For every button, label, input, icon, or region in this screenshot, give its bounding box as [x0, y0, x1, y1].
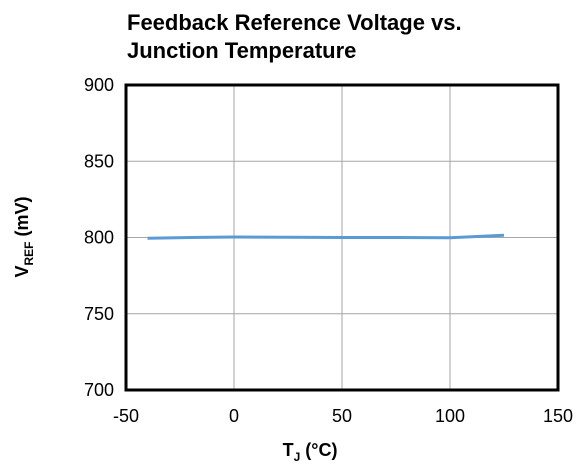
x-axis-label-sub: J — [294, 450, 301, 464]
x-axis-label-rest: (°C) — [300, 440, 337, 460]
data-line — [147, 233, 505, 240]
chart-title-line: Feedback Reference Voltage vs. — [127, 10, 462, 35]
x-tick-label: 50 — [332, 406, 352, 426]
x-tick-label: -50 — [113, 406, 139, 426]
y-tick-label: 800 — [84, 228, 114, 248]
x-tick-label: 0 — [229, 406, 239, 426]
x-axis-label: TJ (°C) — [283, 440, 338, 464]
x-tick-label: 150 — [543, 406, 573, 426]
plot-border — [124, 83, 560, 392]
y-axis-label-main: V — [12, 265, 32, 277]
y-axis-label-sub: REF — [22, 241, 36, 265]
chart-title-line: Junction Temperature — [127, 38, 356, 63]
y-tick-label: 750 — [84, 304, 114, 324]
x-axis-label-main: T — [283, 440, 294, 460]
y-tick-label: 850 — [84, 151, 114, 171]
y-tick-label: 700 — [84, 380, 114, 400]
x-tick-label: 100 — [435, 406, 465, 426]
y-tick-label: 900 — [84, 75, 114, 95]
y-axis-label: VREF (mV) — [12, 196, 36, 277]
y-axis-label-rest: (mV) — [12, 196, 32, 241]
